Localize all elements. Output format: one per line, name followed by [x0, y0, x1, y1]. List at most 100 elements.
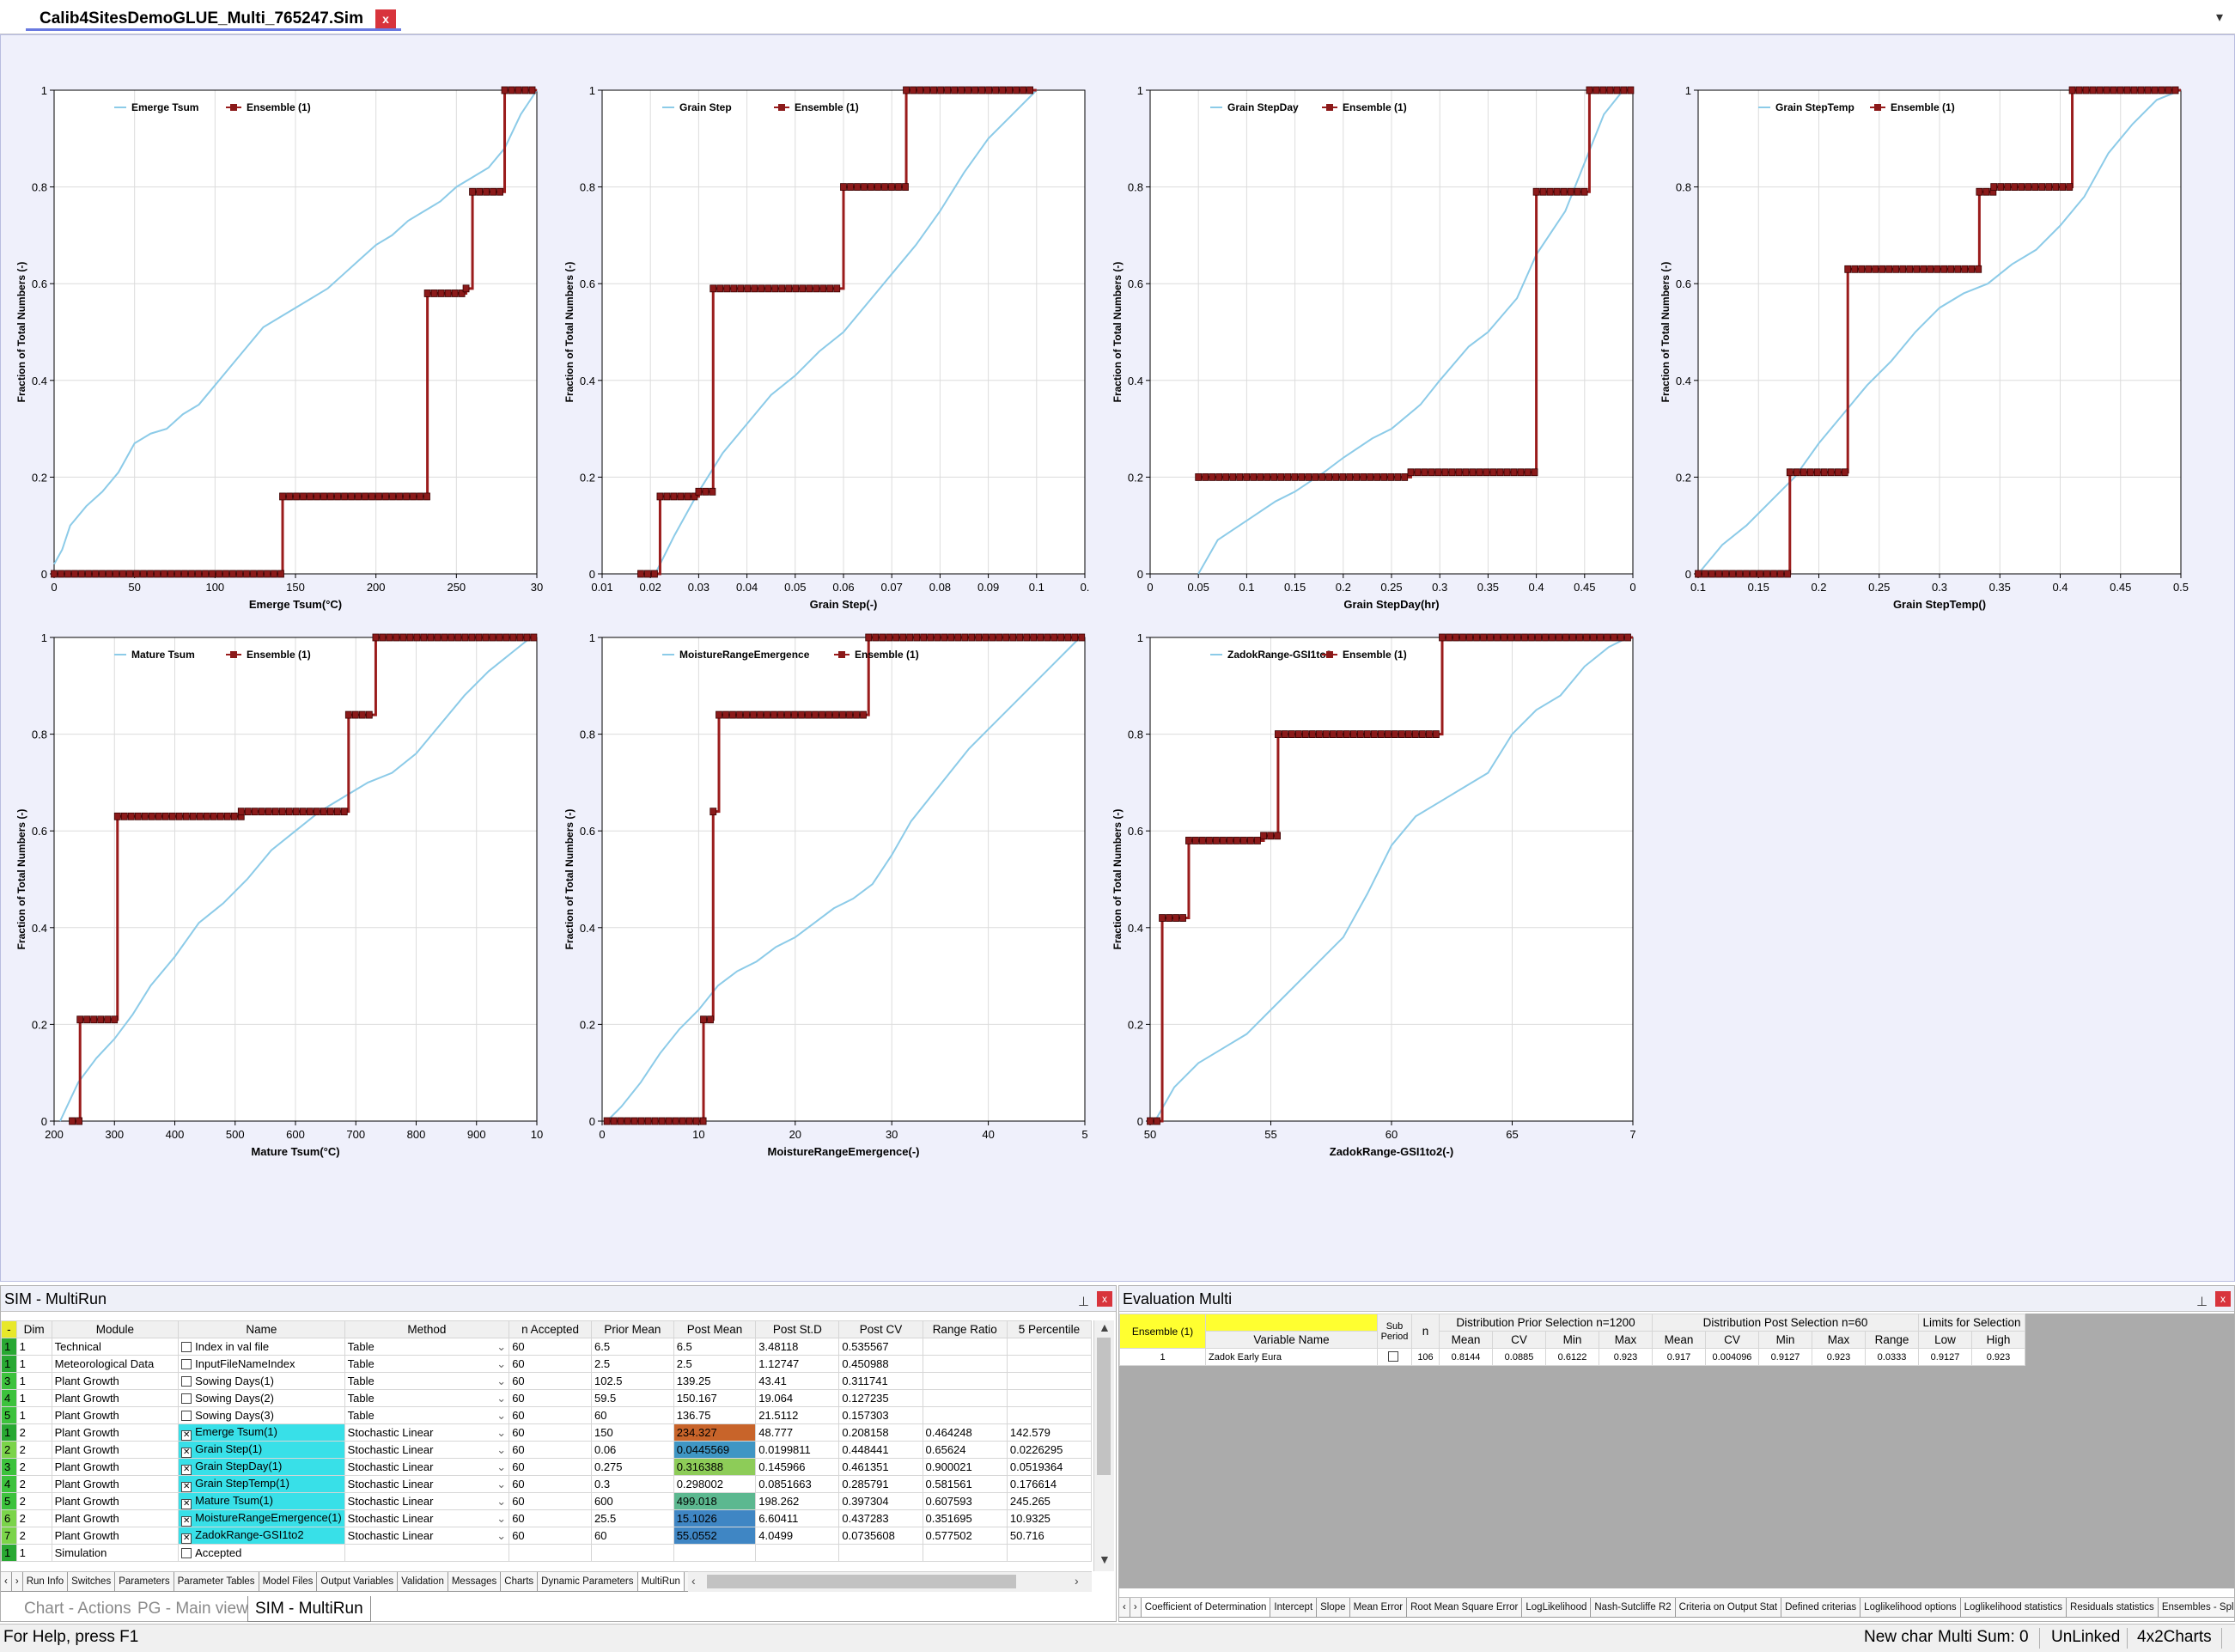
row-index[interactable]: 1: [1, 1355, 17, 1373]
col-limit-high[interactable]: High: [1971, 1331, 2025, 1349]
tab-scroll-left-icon[interactable]: ‹: [1119, 1598, 1130, 1618]
sheet-tab[interactable]: I: [684, 1572, 688, 1592]
dim-cell[interactable]: 1: [15, 1389, 52, 1407]
method-cell[interactable]: Stochastic Linear ⌄: [344, 1441, 510, 1459]
dim-cell[interactable]: 1: [15, 1372, 52, 1390]
table-row[interactable]: 6 2 Plant Growth ✕ MoistureRangeEmergence(1)…: [1, 1509, 1093, 1527]
post-mean-cell[interactable]: [673, 1544, 757, 1562]
multirun-horizontal-scrollbar[interactable]: ‹ ›: [688, 1571, 1092, 1592]
checkbox-checked[interactable]: ✕: [181, 1498, 192, 1509]
table-row[interactable]: 1 Zadok Early Eura 106 0.8144 0.0885 0.6…: [1119, 1348, 2025, 1366]
p5-cell[interactable]: [1006, 1338, 1093, 1356]
chevron-down-icon[interactable]: ⌄: [496, 1477, 507, 1490]
p5-cell[interactable]: [1006, 1544, 1093, 1562]
sheet-tab[interactable]: Nash-Sutcliffe R2: [1591, 1598, 1676, 1618]
chart-6[interactable]: 0 10 20 30 40 500.20.40.60.81MoistureRangeEme…: [563, 631, 1088, 1158]
sheet-tab[interactable]: Model Files: [259, 1572, 318, 1592]
module-cell[interactable]: Plant Growth: [51, 1458, 180, 1476]
checkbox-checked[interactable]: ✕: [181, 1481, 192, 1492]
post-cv-cell[interactable]: 0.448441: [838, 1441, 923, 1459]
dim-cell[interactable]: 2: [15, 1458, 52, 1476]
row-index[interactable]: 3: [1, 1458, 17, 1476]
name-cell[interactable]: ✕ MoistureRangeEmergence(1): [178, 1509, 345, 1527]
row-index[interactable]: 5: [1, 1492, 17, 1510]
table-row[interactable]: 3 2 Plant Growth ✕ Grain StepDay(1) Stochasti…: [1, 1458, 1093, 1476]
post-std-cell[interactable]: [755, 1544, 840, 1562]
col-post-std[interactable]: Post St.D: [755, 1320, 840, 1338]
chart-2[interactable]: 0.01 0.02 0.03 0.04 0.05 0.06 0.07 0.08 0.09 0.1 0…: [563, 84, 1089, 611]
table-row[interactable]: 1 2 Plant Growth ✕ Emerge Tsum(1) Stochastic …: [1, 1423, 1093, 1442]
sheet-tab[interactable]: Messages: [448, 1572, 502, 1592]
n-accepted-cell[interactable]: 60: [509, 1441, 592, 1459]
post-std-cell[interactable]: 21.5112: [755, 1406, 840, 1424]
post-cv-cell[interactable]: 0.157303: [838, 1406, 923, 1424]
name-cell[interactable]: Sowing Days(1): [178, 1372, 345, 1390]
n-cell[interactable]: 106: [1411, 1348, 1440, 1366]
post-cv-cell[interactable]: 0.285791: [838, 1475, 923, 1493]
checkbox[interactable]: [181, 1342, 192, 1352]
row-index[interactable]: 1: [1, 1338, 17, 1356]
module-cell[interactable]: Plant Growth: [51, 1527, 180, 1545]
prior-min-cell[interactable]: 0.6122: [1545, 1348, 1599, 1366]
post-cv-cell[interactable]: 0.450988: [838, 1355, 923, 1373]
sheet-tab[interactable]: Loglikelihood options: [1860, 1598, 1961, 1618]
method-cell[interactable]: Stochastic Linear ⌄: [344, 1527, 510, 1545]
range-ratio-cell[interactable]: [922, 1338, 1008, 1356]
post-mean-cell[interactable]: 0.917: [1652, 1348, 1706, 1366]
sheet-tab[interactable]: MultiRun: [637, 1572, 685, 1592]
col-dim[interactable]: Dim: [15, 1320, 52, 1338]
n-accepted-cell[interactable]: 60: [509, 1406, 592, 1424]
row-index[interactable]: 3: [1, 1372, 17, 1390]
chevron-down-icon[interactable]: ⌄: [496, 1374, 507, 1387]
close-icon[interactable]: x: [2215, 1291, 2231, 1307]
name-cell[interactable]: ✕ Grain StepDay(1): [178, 1458, 345, 1476]
sheet-tab[interactable]: Root Mean Square Error: [1407, 1598, 1523, 1618]
post-cv-cell[interactable]: 0.0735608: [838, 1527, 923, 1545]
sheet-tab[interactable]: Output Variables: [317, 1572, 399, 1592]
table-row[interactable]: 1 1 Meteorological Data InputFileNameIndex T…: [1, 1355, 1093, 1373]
chevron-down-icon[interactable]: ⌄: [496, 1339, 507, 1353]
sheet-tab[interactable]: Switches: [68, 1572, 116, 1592]
checkbox-checked[interactable]: ✕: [181, 1464, 192, 1475]
row-index[interactable]: 4: [1, 1475, 17, 1493]
table-row[interactable]: 1 1 Simulation Accepted: [1, 1544, 1093, 1562]
post-std-cell[interactable]: 4.0499: [755, 1527, 840, 1545]
n-accepted-cell[interactable]: [509, 1544, 592, 1562]
document-tab[interactable]: Calib4SitesDemoGLUE_Multi_765247.Sim x: [26, 7, 401, 31]
module-cell[interactable]: Plant Growth: [51, 1475, 180, 1493]
row-index[interactable]: 2: [1, 1441, 17, 1459]
module-cell[interactable]: Plant Growth: [51, 1406, 180, 1424]
table-row[interactable]: 7 2 Plant Growth ✕ ZadokRange-GSI1to2 Stochas…: [1, 1527, 1093, 1545]
prior-max-cell[interactable]: 0.923: [1599, 1348, 1653, 1366]
range-ratio-cell[interactable]: [922, 1544, 1008, 1562]
multirun-vertical-scrollbar[interactable]: ▲ ▼: [1093, 1320, 1114, 1571]
checkbox-checked[interactable]: ✕: [181, 1429, 192, 1441]
prior-mean-cell[interactable]: 600: [590, 1492, 674, 1510]
post-std-cell[interactable]: 0.0199811: [755, 1441, 840, 1459]
prior-mean-cell[interactable]: 0.3: [590, 1475, 674, 1493]
sheet-tab[interactable]: Run Info: [22, 1572, 69, 1592]
post-mean-cell[interactable]: 0.0445569: [673, 1441, 757, 1459]
range-ratio-cell[interactable]: 0.65624: [922, 1441, 1008, 1459]
chevron-down-icon[interactable]: ⌄: [496, 1528, 507, 1542]
col-prior-max[interactable]: Max: [1599, 1331, 1653, 1349]
sheet-tab[interactable]: LogLikelihood: [1522, 1598, 1592, 1618]
prior-mean-cell[interactable]: 60: [590, 1527, 674, 1545]
p5-cell[interactable]: [1006, 1355, 1093, 1373]
col-post-mean[interactable]: Post Mean: [673, 1320, 757, 1338]
row-index[interactable]: 4: [1, 1389, 17, 1407]
chevron-down-icon[interactable]: ▾: [2215, 10, 2223, 25]
col-prior-mean[interactable]: Prior Mean: [590, 1320, 674, 1338]
range-ratio-cell[interactable]: [922, 1406, 1008, 1424]
post-cv-cell[interactable]: 0.535567: [838, 1338, 923, 1356]
prior-mean-cell[interactable]: 150: [590, 1423, 674, 1442]
post-std-cell[interactable]: 0.0851663: [755, 1475, 840, 1493]
sheet-tab[interactable]: Dynamic Parameters: [538, 1572, 638, 1592]
post-cv-cell[interactable]: 0.127235: [838, 1389, 923, 1407]
dim-cell[interactable]: 2: [15, 1475, 52, 1493]
chevron-down-icon[interactable]: ⌄: [496, 1356, 507, 1370]
p5-cell[interactable]: 0.0226295: [1006, 1441, 1093, 1459]
post-cv-cell[interactable]: 0.311741: [838, 1372, 923, 1390]
range-ratio-cell[interactable]: 0.351695: [922, 1509, 1008, 1527]
name-cell[interactable]: Index in val file: [178, 1338, 345, 1356]
